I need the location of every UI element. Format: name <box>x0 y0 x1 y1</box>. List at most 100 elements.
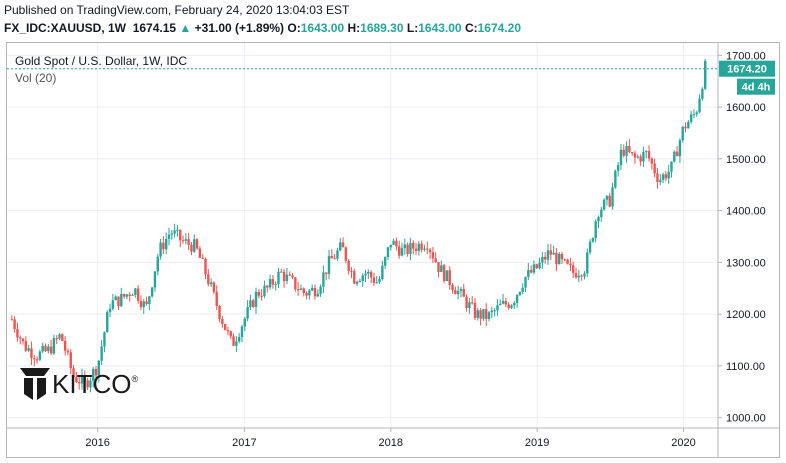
candle-body <box>594 221 597 239</box>
candle-body <box>378 279 381 283</box>
open-value: 1643.00 <box>300 21 345 35</box>
candle-body <box>572 265 575 274</box>
candle-body <box>316 293 319 297</box>
candle-body <box>541 256 544 263</box>
candle-body <box>355 281 359 284</box>
candle-body <box>243 318 247 327</box>
candle-body <box>381 265 384 280</box>
kitco-wordmark: KITCO <box>52 368 132 399</box>
last-price-tag-text: 1674.20 <box>727 64 767 76</box>
candle-body <box>375 282 378 284</box>
candle-body <box>563 259 567 261</box>
candle-body <box>49 346 53 354</box>
candle-body <box>468 302 471 308</box>
candle-body <box>395 240 398 247</box>
price-tick-label: 1500.00 <box>726 154 766 166</box>
candle-body <box>350 270 353 272</box>
candle-body <box>341 242 345 248</box>
candle-body <box>325 272 328 274</box>
candle-body <box>445 270 449 282</box>
candle-body <box>400 248 404 256</box>
candle-body <box>358 281 362 283</box>
candle-body <box>195 239 199 249</box>
price-tick-label: 1200.00 <box>726 309 766 321</box>
candle-body <box>406 244 409 254</box>
candle-body <box>389 244 392 248</box>
candle-body <box>364 273 367 276</box>
candle-body <box>288 274 291 276</box>
change-value: +31.00 (+1.89%) <box>194 21 285 35</box>
candle-body <box>597 217 600 222</box>
high-label: H: <box>347 21 361 35</box>
candle-body <box>681 126 684 141</box>
candle-body <box>583 273 586 277</box>
price-tick-label: 1000.00 <box>726 413 766 425</box>
candle-body <box>148 296 151 304</box>
price-tick-label: 1400.00 <box>726 206 766 218</box>
candle-body <box>319 286 322 294</box>
open-label: O: <box>287 21 301 35</box>
low-label: L: <box>406 21 419 35</box>
candle-body <box>184 239 188 241</box>
candle-body <box>409 242 412 254</box>
candle-body <box>198 248 202 258</box>
candle-body <box>434 258 437 263</box>
candle-body <box>361 275 364 282</box>
candle-body <box>353 271 356 284</box>
candle-body <box>336 250 339 259</box>
candle-body <box>187 239 190 245</box>
time-tick-label: 2017 <box>232 437 256 449</box>
candle-body <box>145 301 148 304</box>
candle-body <box>128 294 131 296</box>
candle-body <box>344 247 348 261</box>
candle-body <box>507 304 510 308</box>
candle-body <box>639 156 642 162</box>
candle-body <box>173 230 176 234</box>
candle-body <box>47 346 50 352</box>
candle-body <box>136 288 140 301</box>
candle-body <box>501 301 505 304</box>
candle-body <box>252 300 255 307</box>
candle-body <box>496 305 499 311</box>
candle-body <box>499 303 502 306</box>
candle-body <box>308 290 311 296</box>
candle-body <box>92 368 95 381</box>
candle-body <box>10 319 14 321</box>
candle-body <box>294 277 297 290</box>
candle-body <box>600 209 603 218</box>
candle-body <box>633 153 637 158</box>
candle-body <box>560 253 564 260</box>
candle-body <box>333 258 336 260</box>
candle-body <box>63 340 67 351</box>
candle-body <box>591 238 595 242</box>
candle-body <box>462 288 465 297</box>
candle-body <box>176 229 179 231</box>
candle-body <box>611 187 614 207</box>
candle-body <box>204 258 207 275</box>
candle-body <box>181 240 185 242</box>
candle-body <box>221 318 224 324</box>
candle-body <box>515 294 519 303</box>
candle-body <box>616 165 620 171</box>
candle-body <box>120 293 123 307</box>
legend-vol: Vol (20) <box>15 71 56 85</box>
price-tick-label: 1700.00 <box>726 50 766 62</box>
candle-body <box>456 290 460 295</box>
candle-body <box>38 351 42 360</box>
candle-body <box>249 300 252 308</box>
candle-body <box>80 375 84 384</box>
candle-body <box>170 233 174 235</box>
change-arrow-icon: ▲ <box>179 21 192 35</box>
candle-body <box>687 121 690 129</box>
candle-body <box>167 234 171 239</box>
candle-body <box>412 242 415 249</box>
candle-body <box>625 145 628 156</box>
candle-body <box>473 302 477 318</box>
price-chart[interactable]: 1000.00 1100.00 1200.00 1300.00 1400.00 1500.… <box>7 43 779 457</box>
candle-body <box>659 179 662 183</box>
chart-frame[interactable]: 1000.00 1100.00 1200.00 1300.00 1400.00 1500.… <box>6 42 780 458</box>
candle-body <box>518 291 522 295</box>
candle-body <box>330 256 334 259</box>
symbol-label: FX_IDC:XAUUSD, 1W <box>4 21 127 35</box>
candle-body <box>61 334 64 341</box>
